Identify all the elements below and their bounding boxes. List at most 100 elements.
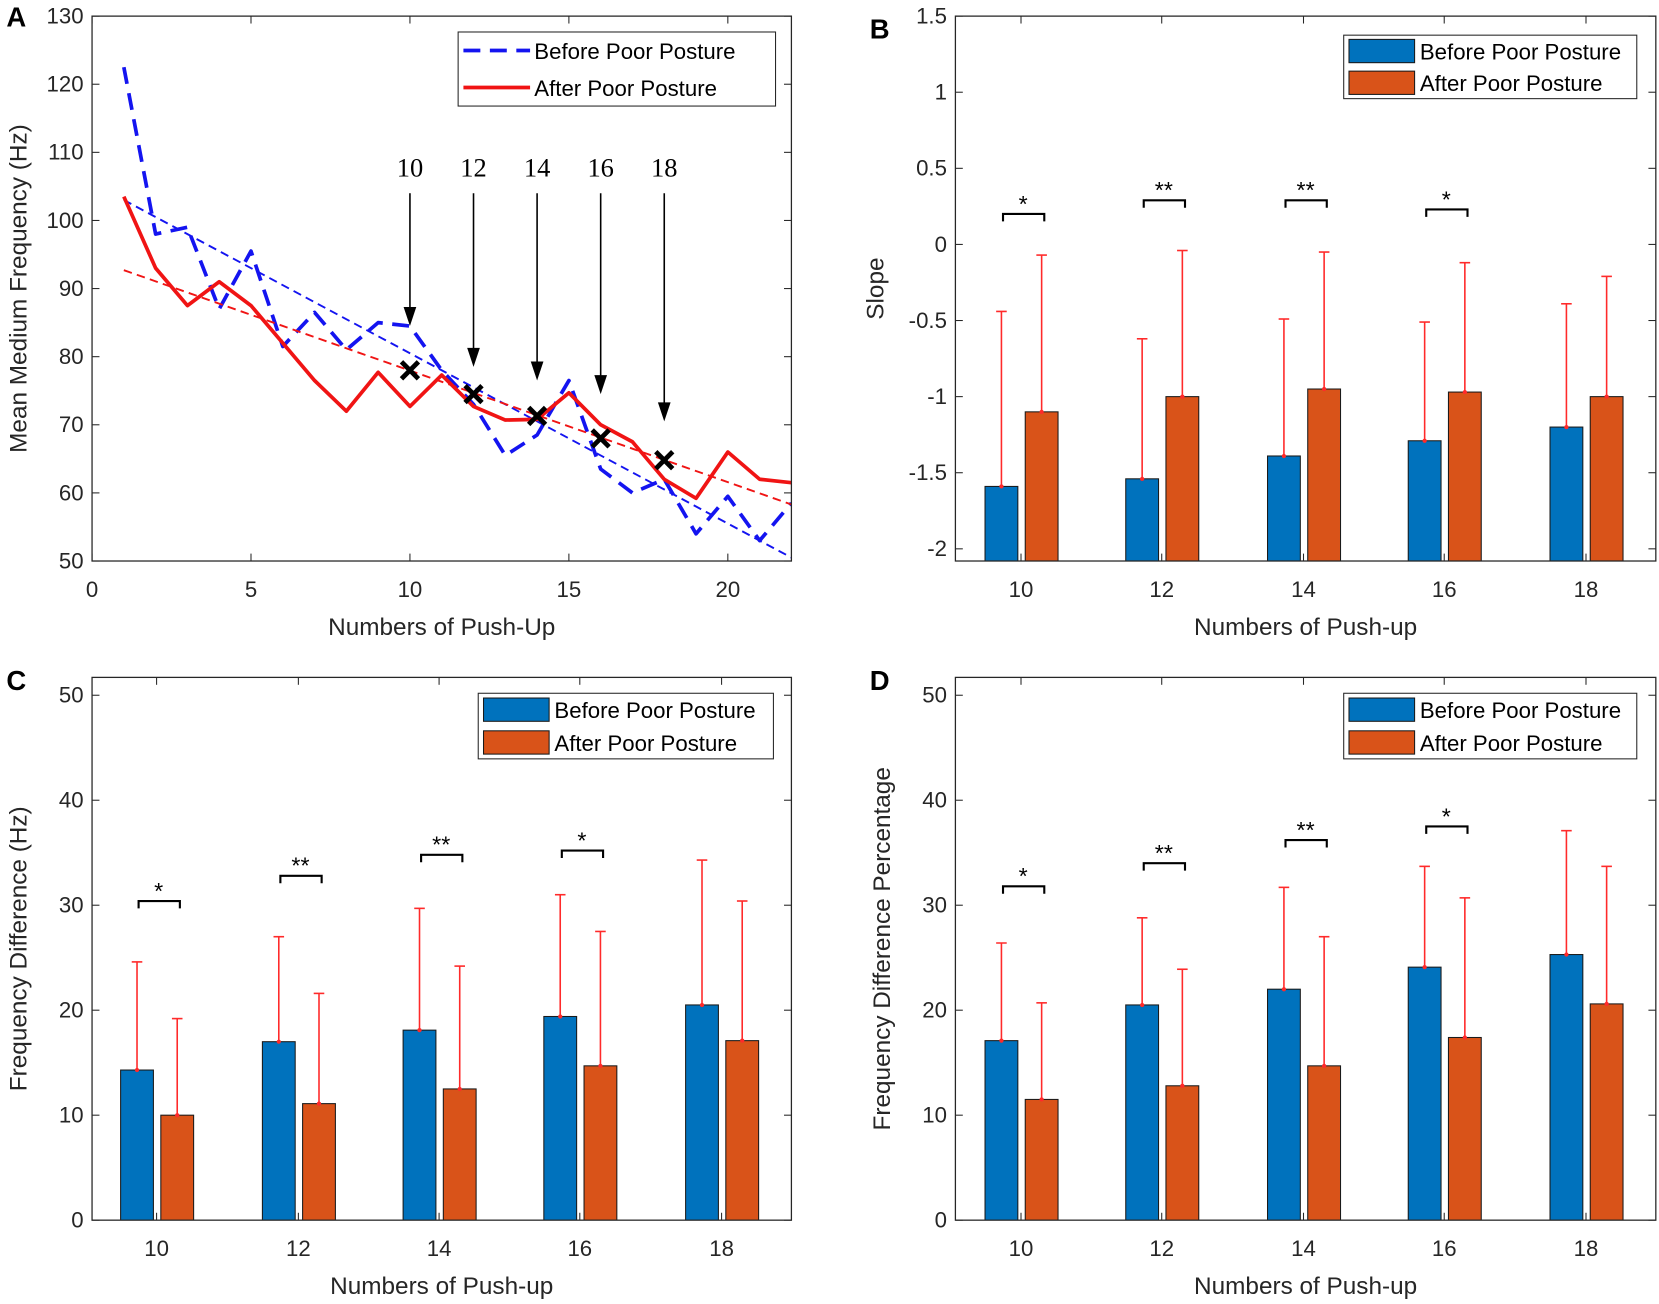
x-tick-label: 10 [398, 577, 423, 602]
series-line-0 [122, 66, 792, 543]
significance-label: * [1019, 191, 1028, 217]
significance-label: ** [1297, 177, 1315, 203]
annotation-label: 16 [587, 152, 613, 182]
panel-C: 0 10 20 30 40 50 10 12 14 16 18 Numbers of Push-up F… [5, 665, 793, 1300]
significance-bracket [1001, 885, 1046, 894]
x-tick-label: 12 [286, 1236, 311, 1261]
bar-after [302, 1103, 336, 1221]
y-tick-label: 70 [59, 412, 84, 437]
bar-after [1447, 1036, 1482, 1221]
bar-after [583, 1065, 618, 1221]
y-tick-label: 0 [71, 1208, 83, 1233]
plot-area [984, 829, 1624, 1221]
error-dot [1322, 1063, 1327, 1068]
y-tick-label: 130 [47, 4, 84, 29]
legend-swatch-0 [1348, 38, 1416, 64]
error-dot [1604, 1001, 1609, 1007]
y-tick-label: 10 [59, 1103, 84, 1128]
y-tick-label: 110 [48, 140, 83, 165]
bar-after [1307, 1065, 1342, 1221]
error-dot [134, 1067, 140, 1073]
bar-after [1024, 411, 1059, 562]
significance-bracket [1142, 862, 1187, 871]
error-dot [1039, 1097, 1044, 1102]
legend-swatch-0 [482, 697, 550, 722]
y-tick-label: 50 [59, 683, 84, 708]
panel-D: 0 10 20 30 40 50 10 12 14 16 18 Numbers of Push-up F… [869, 665, 1657, 1300]
x-tick-label: 12 [1149, 577, 1174, 602]
y-tick-label: 0.5 [916, 156, 947, 181]
y-tick-label: 20 [59, 998, 84, 1023]
y-tick-label: 50 [59, 548, 84, 573]
x-axis-label: Numbers of Push-up [1194, 1273, 1417, 1300]
bar-before [1125, 1004, 1160, 1221]
significance-bracket [1001, 212, 1046, 222]
significance-label: * [154, 878, 163, 904]
error-dot [1281, 987, 1287, 992]
bar-before [543, 1015, 578, 1221]
arrow-head [530, 361, 544, 381]
y-tick-label: 0 [935, 232, 947, 257]
legend-swatch-1 [482, 730, 550, 755]
significance-label: ** [432, 832, 450, 858]
legend-swatch-1 [1348, 70, 1416, 95]
error-dot [1140, 476, 1145, 481]
significance-label: ** [1155, 177, 1173, 203]
bar-after [1589, 396, 1624, 562]
error-dot [558, 1014, 563, 1019]
legend-label: After Poor Posture [554, 731, 737, 756]
significance-label: ** [1155, 840, 1173, 866]
bar-before [984, 1040, 1019, 1221]
arrow-head [467, 347, 480, 367]
panel-B: -2 -1.5 -1 -0.5 0 0.5 1 1.5 10 12 14 16 18 Numbers of… [862, 4, 1657, 641]
y-axis-label: Slope [862, 257, 889, 319]
significance-label: ** [291, 853, 309, 879]
error-dot [1281, 453, 1287, 459]
plot-area [120, 859, 760, 1221]
panel-A: 50 60 70 80 90 100 110 120 130 0 5 10 15 20 Numbers of… [5, 2, 793, 641]
x-tick-label: 18 [709, 1236, 734, 1261]
y-axis-label: Mean Medium Frequency (Hz) [5, 124, 32, 453]
bar-after [1307, 388, 1342, 562]
annotation-label: 18 [651, 152, 677, 182]
x-marker [399, 360, 421, 381]
x-tick-label: 0 [86, 577, 98, 602]
y-axis-label: Frequency Difference (Hz) [5, 806, 32, 1091]
y-tick-label: 20 [922, 998, 947, 1023]
x-marker [463, 383, 484, 405]
bar-after [442, 1088, 477, 1221]
significance-bracket [1284, 199, 1328, 208]
bar-after [725, 1040, 760, 1221]
axes-box [91, 676, 793, 1221]
x-tick-label: 14 [1291, 1236, 1316, 1261]
error-dot [1462, 389, 1467, 395]
legend-box [457, 31, 777, 107]
error-dot [1564, 424, 1569, 430]
plot-area [122, 66, 792, 559]
panel-label: D [870, 665, 890, 696]
bar-before [1407, 440, 1442, 562]
bar-after [1024, 1098, 1059, 1221]
significance-bracket [1284, 839, 1328, 848]
legend: Before Poor Posture After Poor Posture [477, 692, 774, 760]
significance-bracket [420, 853, 464, 863]
x-tick-label: 16 [1432, 577, 1457, 602]
arrow-head [594, 375, 608, 395]
significance-bracket [1142, 199, 1187, 208]
bar-before [685, 1004, 719, 1221]
x-tick-label: 18 [1574, 577, 1599, 602]
annotation-label: 14 [524, 152, 550, 182]
annotation-label: 10 [397, 152, 423, 182]
y-tick-label: 60 [59, 480, 84, 505]
bar-before [1266, 455, 1301, 562]
significance-bracket [279, 874, 323, 884]
y-tick-label: -0.5 [909, 308, 947, 333]
y-tick-label: 1.5 [916, 4, 947, 29]
error-dot [417, 1028, 422, 1033]
y-tick-label: -1 [927, 384, 947, 409]
x-marker [526, 405, 548, 427]
legend: Before Poor Posture After Poor Posture [1343, 692, 1638, 760]
x-tick-label: 14 [1291, 577, 1316, 602]
y-tick-label: 40 [59, 788, 84, 813]
